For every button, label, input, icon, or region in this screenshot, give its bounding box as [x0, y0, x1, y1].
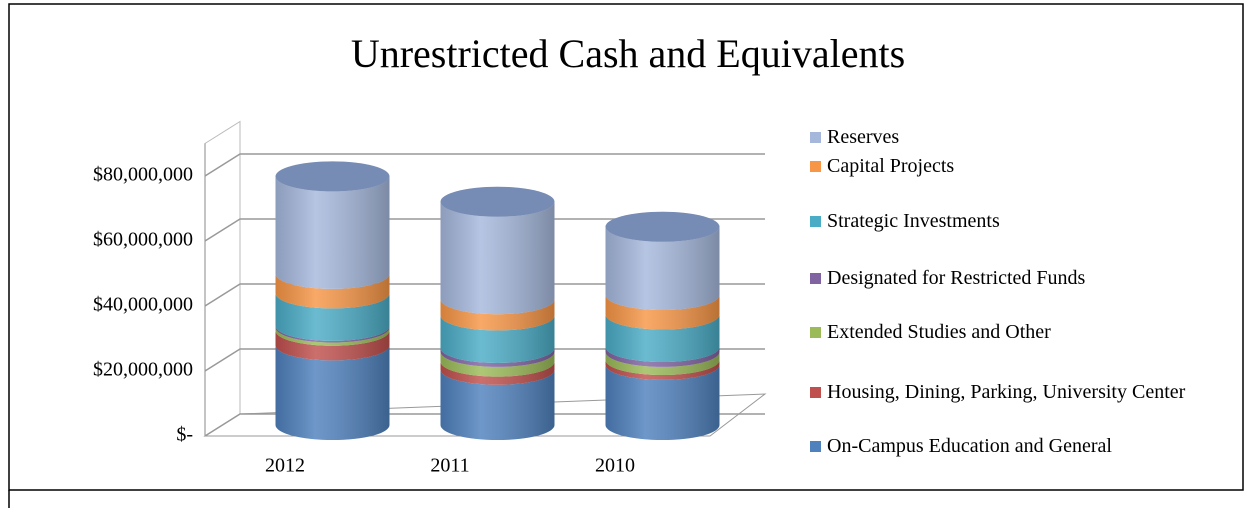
frame [8, 3, 1244, 491]
grid-line [204, 218, 765, 242]
cylinder-top-shade [440, 186, 555, 217]
cylinder-shade [605, 226, 720, 440]
grid-line [204, 413, 765, 437]
legend-label: On-Campus Education and General [827, 435, 1112, 457]
y-tick-label: $80,000,000 [93, 164, 193, 186]
cylinder-shade [275, 176, 390, 440]
legend-label: Designated for Restricted Funds [827, 267, 1086, 289]
legend-entry: On-Campus Education and General [810, 433, 1210, 459]
legend-swatch [810, 132, 821, 143]
legend-label: Capital Projects [827, 155, 955, 177]
y-tick-label: $60,000,000 [93, 229, 193, 251]
x-tick-label: 2012 [265, 455, 305, 477]
legend-label: Strategic Investments [827, 210, 1000, 232]
cylinder-top [440, 186, 555, 217]
cylinder-top-shade [275, 161, 390, 192]
legend-swatch [810, 273, 821, 284]
cylinder-shade [440, 201, 555, 440]
legend-entry: Extended Studies and Other [810, 319, 1210, 345]
chart-title: Unrestricted Cash and Equivalents [351, 31, 905, 76]
y-tick-label: $20,000,000 [93, 359, 193, 381]
side-wall [204, 120, 241, 437]
grid-line [204, 153, 765, 177]
cylinder-top-shade [605, 211, 720, 242]
legend-swatch [810, 441, 821, 452]
legend-swatch [810, 327, 821, 338]
legend-swatch [810, 161, 821, 172]
y-tick-label: $40,000,000 [93, 294, 193, 316]
y-tick-label: $- [176, 424, 193, 446]
legend-entry: Housing, Dining, Parking, University Cen… [810, 379, 1210, 405]
legend-entry: Reserves [810, 124, 1210, 150]
legend-swatch [810, 216, 821, 227]
x-tick-label: 2010 [595, 455, 635, 477]
cylinder [275, 161, 390, 440]
legend-entry: Designated for Restricted Funds [810, 265, 1210, 291]
cylinder [440, 186, 555, 440]
legend-entry: Capital Projects [810, 153, 1210, 179]
legend-label: Housing, Dining, Parking, University Cen… [827, 381, 1186, 403]
grid-line [204, 348, 765, 372]
legend-label: Extended Studies and Other [827, 321, 1051, 343]
x-tick-label: 2011 [430, 455, 469, 477]
legend-entry: Strategic Investments [810, 208, 1210, 234]
cylinder-top [275, 161, 390, 192]
legend-swatch [810, 387, 821, 398]
cylinder-top [605, 211, 720, 242]
grid-line [204, 283, 765, 307]
cylinder [605, 211, 720, 440]
legend-label: Reserves [827, 126, 900, 148]
